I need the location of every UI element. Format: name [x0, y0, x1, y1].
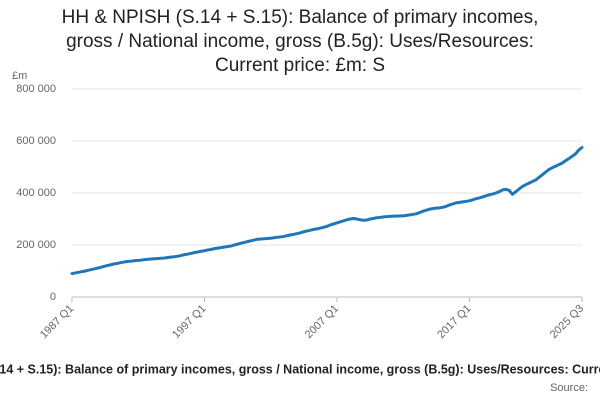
y-tick-label: 0 — [50, 291, 56, 303]
x-tick-label: 2017 Q1 — [435, 303, 473, 341]
y-tick-label: 600 000 — [16, 135, 56, 147]
footer-title: HH & NPISH (S.14 + S.15): Balance of pri… — [0, 362, 600, 376]
chart-title: HH & NPISH (S.14 + S.15): Balance of pri… — [62, 7, 539, 28]
x-tick-label: 1987 Q1 — [38, 303, 76, 341]
y-tick-label: 800 000 — [16, 83, 56, 95]
chart-title: Current price: £m: S — [215, 55, 385, 76]
data-line — [70, 146, 584, 276]
y-tick-label: 400 000 — [16, 187, 56, 199]
y-tick-label: 200 000 — [16, 239, 56, 251]
x-tick-label: 2007 Q1 — [303, 303, 341, 341]
chart-title: gross / National income, gross (B.5g): U… — [66, 31, 534, 52]
x-tick-label: 2025 Q3 — [548, 303, 586, 341]
y-unit: £m — [12, 70, 27, 82]
source: Source: — [550, 382, 588, 394]
x-tick-label: 1997 Q1 — [170, 303, 208, 341]
